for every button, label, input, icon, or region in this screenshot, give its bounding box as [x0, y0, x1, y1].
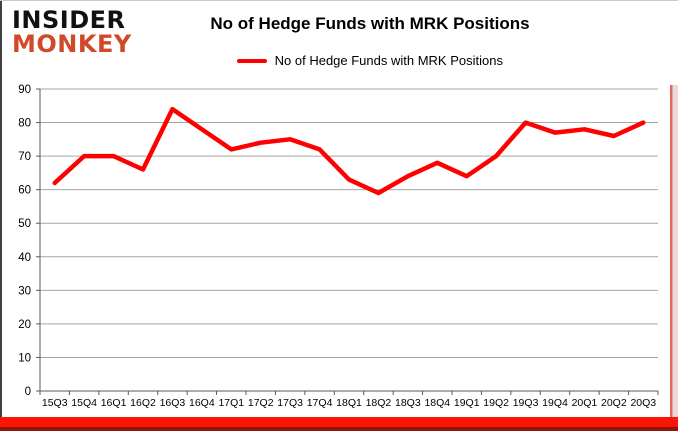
x-axis-label: 15Q4	[71, 397, 97, 409]
x-axis-label: 18Q1	[336, 397, 362, 409]
footer-red-band-shadow	[0, 427, 678, 431]
x-axis-label: 15Q3	[42, 397, 68, 409]
legend-line-swatch	[237, 58, 268, 63]
right-edge-border	[672, 85, 673, 418]
x-axis-label: 17Q3	[277, 397, 303, 409]
y-axis-label: 40	[18, 252, 31, 264]
logo-text-monkey: MONKEY	[12, 29, 132, 58]
chart-legend: No of Hedge Funds with MRK Positions	[72, 52, 668, 68]
y-axis-label: 90	[18, 84, 31, 96]
y-axis-label: 20	[18, 319, 31, 331]
y-axis-label: 60	[18, 185, 31, 197]
x-axis-label: 16Q1	[101, 397, 127, 409]
footer-red-band-top	[0, 417, 678, 427]
x-axis-label: 16Q4	[189, 397, 215, 409]
y-axis-label: 10	[18, 352, 31, 364]
x-axis-label: 18Q2	[366, 397, 392, 409]
x-axis-label: 18Q3	[395, 397, 421, 409]
y-axis-label: 70	[18, 151, 31, 163]
x-axis-label: 19Q1	[454, 397, 480, 409]
x-axis-label: 16Q3	[160, 397, 186, 409]
x-axis-label: 18Q4	[424, 397, 450, 409]
right-edge-strip	[670, 85, 678, 418]
legend-label: No of Hedge Funds with MRK Positions	[274, 53, 503, 69]
x-axis-label: 20Q2	[601, 397, 627, 409]
logo-text-insider: INSIDER	[12, 6, 126, 34]
y-axis-label: 50	[18, 218, 31, 230]
x-axis-label: 19Q2	[483, 397, 509, 409]
x-axis-label: 17Q4	[307, 397, 333, 409]
x-axis-label: 19Q4	[542, 397, 568, 409]
footer-red-band	[0, 417, 678, 431]
x-axis-label: 19Q3	[513, 397, 539, 409]
left-edge-border	[0, 1, 2, 431]
chart-title: No of Hedge Funds with MRK Positions	[210, 14, 530, 33]
insider-monkey-logo: INSIDER MONKEY	[12, 6, 132, 58]
y-axis-label: 80	[18, 118, 31, 130]
y-axis-label: 30	[18, 285, 31, 297]
x-axis-label: 16Q2	[130, 397, 156, 409]
x-axis-label: 20Q1	[572, 397, 598, 409]
y-axis-label: 0	[25, 386, 31, 398]
x-axis-label: 17Q1	[218, 397, 244, 409]
x-axis-label: 20Q3	[630, 397, 656, 409]
x-axis-label: 17Q2	[248, 397, 274, 409]
data-line-series	[52, 106, 646, 196]
